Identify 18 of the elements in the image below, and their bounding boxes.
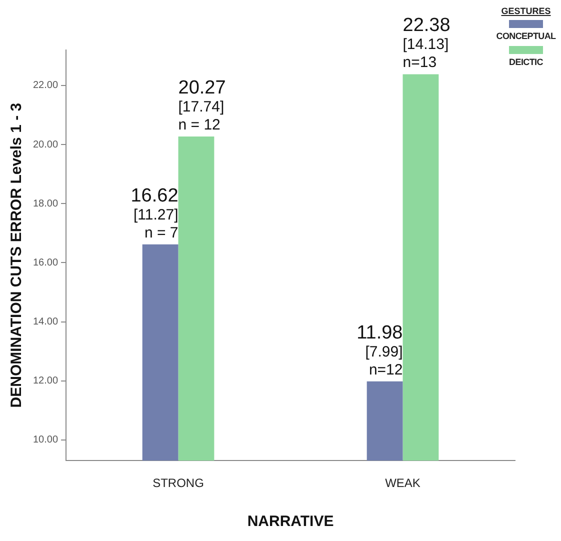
x-axis-title: NARRATIVE	[247, 513, 334, 530]
legend-label: CONCEPTUAL	[495, 31, 557, 41]
y-tick-label: 12.00	[32, 376, 58, 387]
y-tick-label: 10.00	[32, 434, 58, 446]
x-tick-label: WEAK	[385, 476, 420, 490]
data-label: 20.27 [17.74] n = 12	[178, 78, 226, 134]
y-tick-label: 14.00	[32, 316, 58, 328]
legend-title: GESTURES	[500, 6, 552, 16]
x-tick-label: STRONG	[152, 476, 204, 490]
y-axis-title: DENOMINATION CUTS ERROR Levels 1 - 3	[8, 102, 26, 408]
y-tick-label: 18.00	[32, 198, 58, 210]
data-label: 11.98 [7.99] n=12	[356, 322, 403, 378]
y-tick-label: 22.00	[32, 80, 58, 92]
data-label: 22.38 [14.13] n=13	[402, 15, 450, 72]
data-label: 16.62 [11.27] n = 7	[130, 185, 178, 242]
y-tick-label: 20.00	[32, 139, 58, 150]
y-tick-label: 16.00	[32, 257, 58, 268]
legend-label: DEICTIC	[508, 57, 544, 67]
